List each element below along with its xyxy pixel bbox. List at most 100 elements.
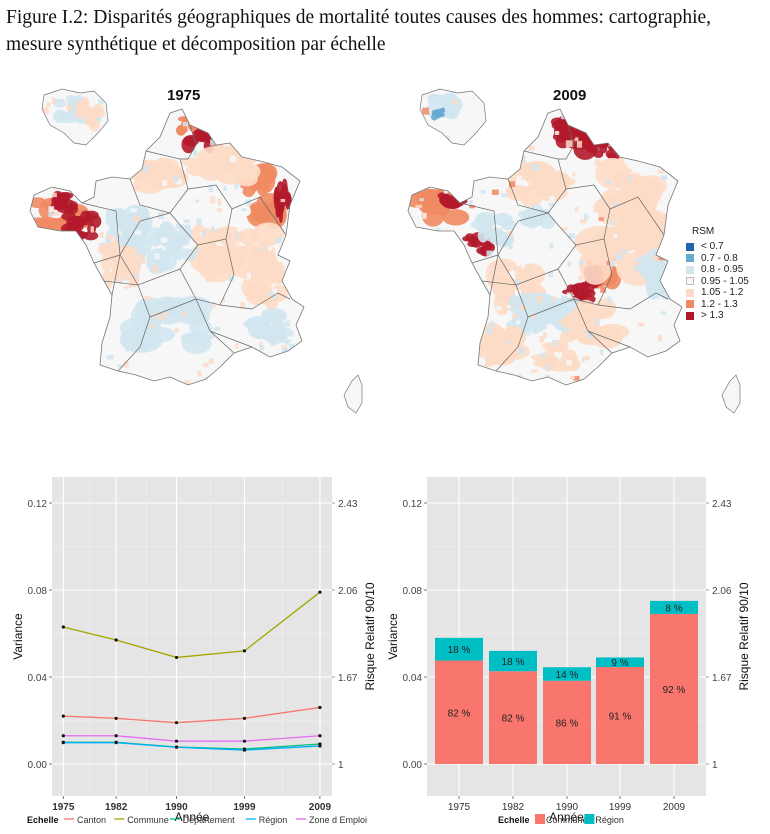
data-point (61, 734, 65, 738)
map-title-1975: 1975 (167, 87, 201, 104)
data-point (174, 721, 179, 725)
data-point (174, 739, 179, 743)
rsm-legend-swatch (686, 242, 694, 251)
y-tick-label: 0.04 (28, 673, 48, 684)
data-point (114, 638, 118, 642)
data-point (174, 655, 179, 660)
y-axis-label: Variance (386, 613, 400, 660)
legend-label: Région (595, 815, 624, 825)
x-tick-label: 2009 (663, 802, 686, 813)
bar-commune (489, 671, 537, 764)
map-1975 (29, 88, 363, 414)
bar-r-gion (489, 650, 537, 672)
y-tick-label: 0.08 (28, 586, 48, 597)
rsm-legend-label: < 0.7 (701, 241, 724, 253)
bar-commune (543, 680, 591, 764)
rsm-legend-label: 1.05 - 1.2 (701, 287, 744, 299)
data-point (318, 744, 322, 748)
legend-key (535, 814, 545, 824)
data-point (242, 716, 247, 720)
rsm-legend-title: RSM (692, 226, 715, 237)
bar-r-gion (543, 667, 591, 681)
bar-commune (435, 660, 483, 764)
data-point (318, 705, 322, 710)
bar-legend: Echelle Commune Région (498, 814, 624, 825)
x-tick-label: 1982 (105, 802, 128, 813)
legend-label: Région (259, 815, 288, 825)
bar-commune (596, 667, 644, 764)
bar-r-gion (650, 600, 698, 614)
rsm-legend-label: 1.2 - 1.3 (701, 298, 738, 310)
rsm-legend-label: > 1.3 (701, 310, 724, 322)
x-tick-label: 1982 (502, 802, 525, 813)
legend-key (584, 814, 595, 824)
bar-share-label: 14 % (556, 670, 579, 681)
rsm-legend-item: 1.2 - 1.3 (686, 299, 749, 311)
map-title-2009: 2009 (553, 87, 587, 104)
y2-tick-label: 2.06 (338, 586, 358, 597)
legend-label: Département (183, 815, 236, 825)
x-axis-label: Année (549, 810, 584, 824)
y2-tick-label: 1.67 (712, 673, 732, 684)
data-point (114, 734, 118, 738)
rsm-legend-label: 0.95 - 1.05 (701, 275, 749, 287)
rsm-legend-swatch (686, 288, 694, 297)
charts-area: 0.00 0.04 0.08 0.12 1 1.67 2.06 2.43 1975 1982 199… (11, 477, 751, 825)
data-point (174, 745, 179, 749)
y-tick-label: 0.08 (403, 586, 423, 597)
legend-title: Echelle (27, 815, 59, 825)
data-point (242, 739, 247, 743)
data-point (242, 649, 247, 653)
bar-share-label: 9 % (611, 658, 628, 669)
y2-tick-label: 2.43 (712, 499, 732, 510)
y-tick-label: 0.00 (28, 760, 48, 771)
y2-axis-label: Risque Relatif 90/10 (737, 582, 751, 690)
x-tick-label: 2009 (309, 802, 332, 813)
bar-r-gion (435, 637, 483, 661)
bar-share-label: 92 % (663, 685, 686, 696)
rsm-legend-swatch (686, 254, 694, 263)
rsm-legend-swatch (686, 265, 694, 274)
bar-r-gion (596, 657, 644, 668)
bar-commune (650, 613, 698, 764)
data-point (61, 741, 65, 745)
ile-de-france-inset (41, 88, 109, 146)
x-tick-label: 1975 (52, 802, 75, 813)
legend-label: Commune (546, 815, 588, 825)
data-point (114, 741, 118, 745)
rsm-legend-item: 0.7 - 0.8 (686, 253, 749, 265)
y2-axis-label: Risque Relatif 90/10 (363, 582, 377, 690)
y2-tick-label: 2.06 (712, 586, 732, 597)
y2-tick-label: 1 (338, 760, 344, 771)
legend-label: Canton (77, 815, 106, 825)
rsm-legend-item: 0.95 - 1.05 (686, 276, 749, 288)
x-tick-label: 1999 (609, 802, 632, 813)
legend-label: Commune (127, 815, 169, 825)
y-axis-label: Variance (11, 613, 25, 660)
rsm-legend-swatch (686, 277, 694, 286)
rsm-legend-label: 0.7 - 0.8 (701, 252, 738, 264)
data-point (114, 716, 118, 720)
figure-caption: Figure I.2: Disparités géographiques de … (6, 7, 712, 55)
france-outline (407, 108, 683, 386)
x-tick-label: 1990 (165, 802, 188, 813)
y2-tick-label: 2.43 (338, 499, 358, 510)
y2-tick-label: 1.67 (338, 673, 358, 684)
data-point (242, 748, 247, 752)
map-2009 (407, 88, 741, 414)
x-tick-label: 1975 (448, 802, 471, 813)
bar-share-label: 8 % (665, 603, 682, 614)
y-tick-label: 0.12 (28, 499, 48, 510)
rsm-legend-item: < 0.7 (686, 241, 749, 253)
corsica (343, 374, 363, 414)
data-point (61, 625, 65, 629)
bar-share-label: 82 % (448, 708, 471, 719)
rsm-legend-swatch (686, 300, 694, 309)
legend-title: Echelle (498, 815, 530, 825)
x-tick-label: 1999 (233, 802, 256, 813)
rsm-legend-label: 0.8 - 0.95 (701, 264, 744, 276)
rsm-legend-item: > 1.3 (686, 310, 749, 322)
x-axis-label: Année (175, 810, 210, 824)
data-point (318, 590, 322, 594)
data-point (318, 734, 322, 738)
